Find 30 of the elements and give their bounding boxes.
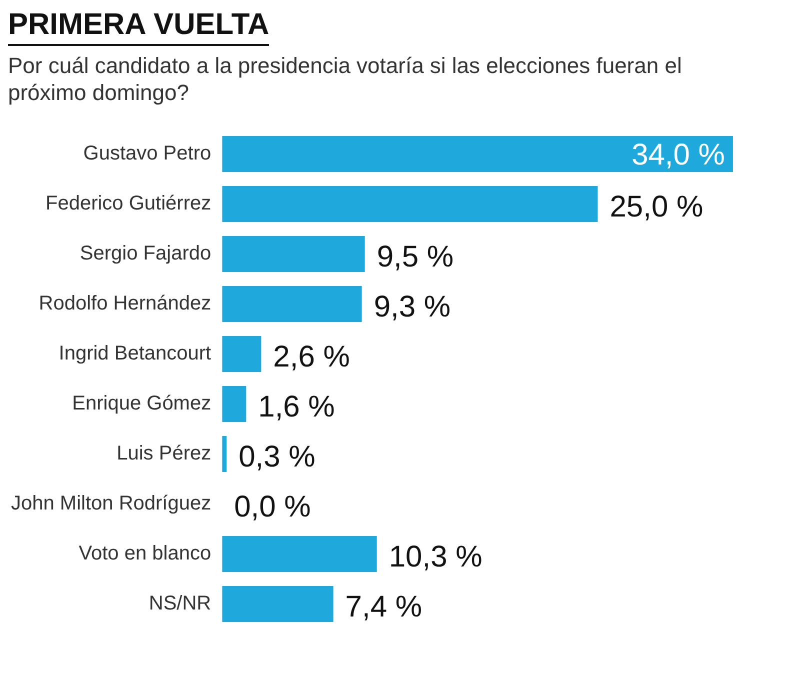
data-label: 10,3 % <box>388 540 482 574</box>
y-tick-label: Rodolfo Hernández <box>38 292 212 315</box>
bar <box>222 586 334 622</box>
bar <box>222 286 362 322</box>
bar <box>222 536 377 572</box>
y-tick-label: Gustavo Petro <box>83 142 212 165</box>
bar <box>222 236 365 272</box>
chart-subtitle: Por cuál candidato a la presidencia votaría si las elecciones fueran el próximo domingo? <box>8 52 683 106</box>
data-label: 0,0 % <box>234 490 311 524</box>
y-tick-label: NS/NR <box>148 592 212 615</box>
data-label: 25,0 % <box>610 190 704 224</box>
y-tick-label: Voto en blanco <box>78 542 212 565</box>
bar <box>222 186 598 222</box>
y-tick-label: Federico Gutiérrez <box>45 192 212 215</box>
data-label: 2,6 % <box>273 340 350 374</box>
data-label: 1,6 % <box>258 390 335 424</box>
y-tick-label: John Milton Rodríguez <box>11 492 212 515</box>
bar <box>222 136 733 172</box>
bar <box>222 386 246 422</box>
y-tick-label: Sergio Fajardo <box>80 242 212 265</box>
data-label: 9,5 % <box>376 240 454 274</box>
data-label: 0,3 % <box>238 440 316 474</box>
chart-title: PRIMERA VUELTA <box>8 8 270 46</box>
bar <box>222 336 262 372</box>
y-tick-label: Ingrid Betancourt <box>58 342 212 365</box>
data-label: 34,0 % <box>632 138 725 172</box>
data-label: 9,3 % <box>374 290 451 324</box>
y-tick-label: Luis Pérez <box>116 442 212 465</box>
y-tick-label: Enrique Gómez <box>72 392 212 415</box>
data-label: 7,4 % <box>345 590 422 624</box>
